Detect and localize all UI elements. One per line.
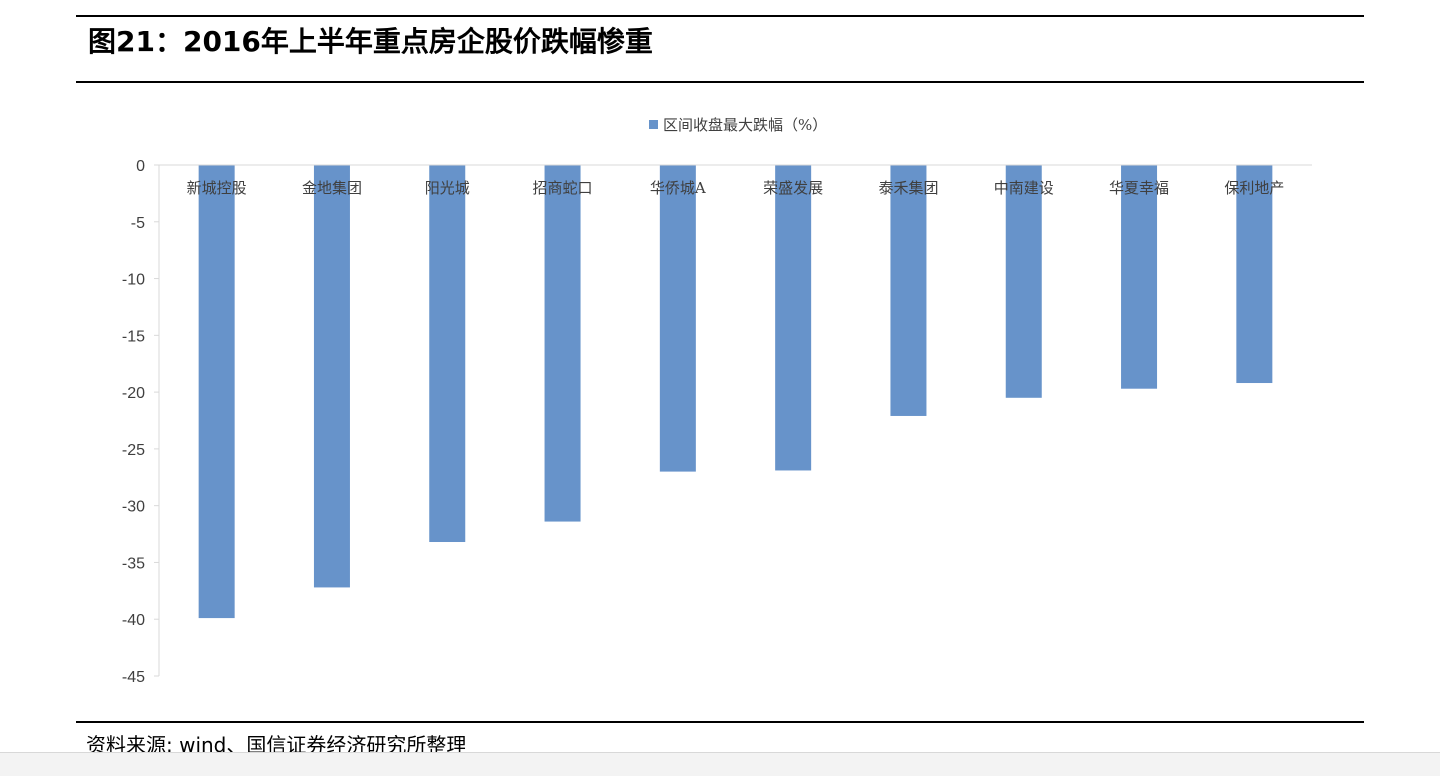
y-tick-label: -45 bbox=[122, 669, 145, 686]
category-label: 荣盛发展 bbox=[763, 179, 823, 197]
legend-label: 区间收盘最大跌幅（%） bbox=[663, 116, 827, 134]
bar bbox=[775, 165, 812, 471]
bar bbox=[659, 165, 696, 472]
page-footer-band bbox=[0, 752, 1440, 776]
y-tick-label: -40 bbox=[122, 612, 145, 629]
category-label: 新城控股 bbox=[187, 179, 247, 197]
category-label: 金地集团 bbox=[302, 179, 362, 197]
category-label: 泰禾集团 bbox=[878, 179, 938, 197]
category-label: 招商蛇口 bbox=[533, 179, 593, 197]
bar bbox=[198, 165, 235, 619]
y-tick-label: -15 bbox=[122, 328, 145, 345]
bar bbox=[1005, 165, 1042, 398]
category-label: 华侨城A bbox=[650, 179, 706, 197]
bar bbox=[1236, 165, 1273, 384]
bar bbox=[890, 165, 927, 416]
y-tick-label: -25 bbox=[122, 442, 145, 459]
category-label: 阳光城 bbox=[425, 179, 470, 197]
title-underline-rule bbox=[76, 81, 1364, 83]
category-label: 保利地产 bbox=[1224, 179, 1284, 197]
top-rule bbox=[76, 15, 1364, 17]
bar bbox=[429, 165, 466, 543]
y-tick-label: -10 bbox=[122, 272, 145, 289]
y-tick-label: -35 bbox=[122, 555, 145, 572]
category-label: 华夏幸福 bbox=[1109, 179, 1169, 197]
y-tick-label: -5 bbox=[131, 215, 145, 232]
category-label: 中南建设 bbox=[994, 179, 1054, 197]
y-tick-label: -20 bbox=[122, 385, 145, 402]
figure-title: 图21：2016年上半年重点房企股价跌幅惨重 bbox=[88, 25, 653, 58]
bar bbox=[1121, 165, 1158, 389]
y-tick-label: -30 bbox=[122, 499, 145, 516]
bar-chart: 0 -5 -10 -15 -20 -25 -30 -35 -40 -45 新城控股 金地集团 阳光城 招商… bbox=[122, 116, 1312, 686]
source-rule bbox=[76, 721, 1364, 723]
bar bbox=[313, 165, 350, 588]
bar bbox=[544, 165, 581, 522]
legend-swatch bbox=[649, 120, 658, 129]
y-tick-label: 0 bbox=[136, 158, 145, 175]
